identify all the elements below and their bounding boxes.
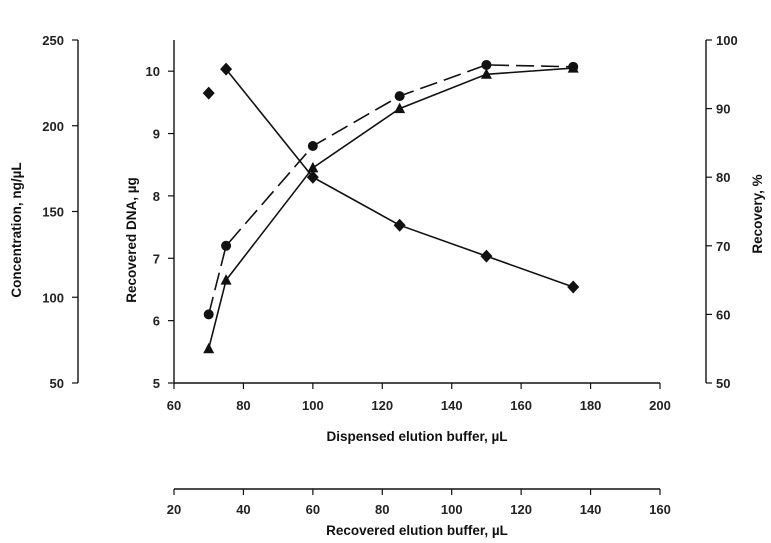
x-tick-label: 180 — [580, 398, 602, 413]
data-point-triangle — [220, 274, 232, 285]
x-tick-label: 80 — [236, 398, 250, 413]
x-tick-label: 100 — [302, 398, 324, 413]
outer-y-tick-label: 150 — [42, 205, 64, 220]
data-point-triangle — [203, 342, 215, 354]
data-point-diamond — [393, 218, 406, 232]
x-axis-title: Dispensed elution buffer, µL — [326, 429, 507, 444]
right-y-tick-label: 80 — [716, 170, 730, 185]
secondary-x-tick-label: 60 — [306, 502, 320, 517]
y-tick-label: 8 — [153, 189, 160, 204]
secondary-x-tick-label: 40 — [236, 502, 250, 517]
right-y-tick-label: 100 — [716, 33, 738, 48]
y-tick-label: 7 — [153, 251, 160, 266]
x-tick-label: 60 — [167, 398, 181, 413]
data-point-circle — [221, 240, 232, 251]
y-tick-label: 10 — [146, 64, 160, 79]
data-point-triangle — [567, 62, 579, 73]
data-point-triangle — [307, 161, 319, 173]
outer-y-tick-label: 100 — [42, 290, 64, 305]
ticks: 60 80 100 120 140 160 180 200 20 40 60 80 100 120 140 1… — [42, 33, 737, 517]
data-point-diamond — [480, 249, 493, 263]
data-point-circle — [203, 309, 214, 320]
axes — [77, 40, 707, 490]
right-y-axis-title: Recovery, % — [750, 174, 765, 253]
left-y-axis-title: Recovered DNA, µg — [124, 177, 139, 303]
y-tick-label: 5 — [153, 376, 160, 391]
x-tick-label: 140 — [441, 398, 463, 413]
data-point-circle — [307, 141, 318, 152]
data-point-diamond — [202, 86, 215, 100]
right-y-tick-label: 70 — [716, 239, 730, 254]
outer-y-tick-label: 50 — [50, 376, 64, 391]
outer-y-tick-label: 250 — [42, 33, 64, 48]
outer-y-tick-label: 200 — [42, 119, 64, 134]
secondary-x-tick-label: 160 — [649, 502, 671, 517]
series-line-triangle — [207, 67, 574, 349]
secondary-x-tick-label: 120 — [510, 502, 532, 517]
data-point-triangle — [394, 102, 406, 114]
right-y-tick-label: 60 — [716, 307, 730, 322]
data-point-circle — [481, 59, 492, 70]
secondary-x-tick-label: 140 — [580, 502, 602, 517]
secondary-x-tick-label: 80 — [375, 502, 389, 517]
data-point-circle — [394, 91, 405, 102]
series-line-diamond — [225, 68, 574, 288]
data-point-diamond — [567, 280, 580, 294]
series — [202, 59, 580, 354]
x-tick-label: 120 — [371, 398, 393, 413]
data-point-diamond — [220, 62, 233, 76]
y-tick-label: 9 — [153, 127, 160, 142]
x-tick-label: 200 — [649, 398, 671, 413]
series-line-circle — [207, 64, 574, 315]
outer-left-y-axis-title: Concentration, ng/µL — [9, 162, 24, 297]
x-tick-label: 160 — [510, 398, 532, 413]
y-tick-label: 6 — [153, 314, 160, 329]
secondary-x-tick-label: 20 — [167, 502, 181, 517]
secondary-x-axis-title: Recovered elution buffer, µL — [326, 523, 508, 538]
secondary-x-tick-label: 100 — [441, 502, 463, 517]
data-point-diamond — [306, 170, 319, 184]
right-y-tick-label: 50 — [716, 376, 730, 391]
data-point-triangle — [480, 68, 492, 79]
right-y-tick-label: 90 — [716, 102, 730, 117]
